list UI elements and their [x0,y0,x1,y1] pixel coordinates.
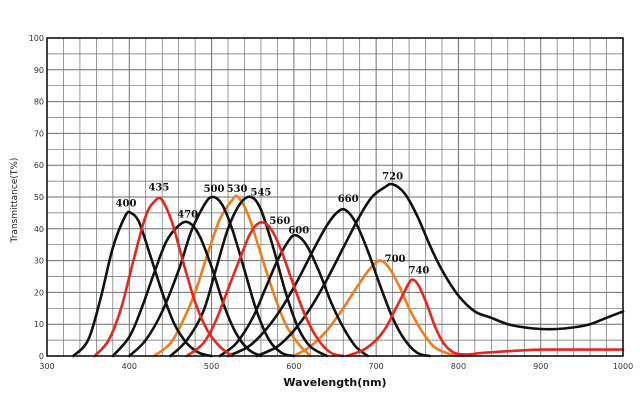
curve-500 [128,195,296,358]
x-tick-label: 600 [286,362,301,371]
y-tick-label: 70 [34,129,44,138]
curve-660 [226,207,431,358]
y-tick-label: 20 [34,288,44,297]
curve-700 [292,259,460,358]
peak-label: 400 [116,199,137,210]
plot-frame [46,37,624,357]
y-tick-label: 80 [34,98,44,107]
x-tick-label: 900 [533,362,548,371]
tick-labels: 300 400 500 600 700 800 900 1000 0 10 20 30 40 50 60 70… [29,34,633,371]
peak-label: 500 [204,184,225,195]
peak-label: 530 [227,184,248,195]
x-tick-label: 1000 [613,362,633,371]
curves [72,182,625,358]
y-tick-label: 90 [34,66,44,75]
curve-530 [152,194,312,358]
plot-border [46,37,624,357]
curve-740 [346,278,625,358]
curve-720 [255,182,625,358]
curve-600 [218,233,370,358]
y-tick-label: 40 [34,225,44,234]
peak-label: 435 [148,183,169,194]
curve-560 [185,221,345,358]
peak-label: 470 [177,210,198,221]
x-tick-label: 400 [122,362,137,371]
y-tick-label: 0 [39,352,44,361]
x-axis-label: Wavelength(nm) [283,376,386,389]
peak-label: 545 [251,187,272,198]
peak-label: 720 [382,172,403,183]
x-tick-label: 500 [204,362,219,371]
y-tick-label: 30 [34,257,44,266]
grid [46,37,624,357]
peak-label: 600 [288,226,309,237]
peak-label: 660 [338,194,359,205]
peak-label: 700 [385,254,406,265]
y-tick-label: 10 [34,320,44,329]
peak-label: 740 [408,265,429,276]
y-tick-label: 100 [29,34,44,43]
y-axis-label: Transmittance(T%) [10,158,20,244]
x-tick-label: 300 [39,362,54,371]
curve-470 [111,220,263,358]
y-tick-label: 50 [34,193,44,202]
x-tick-label: 800 [451,362,466,371]
y-tick-label: 60 [34,161,44,170]
x-tick-label: 700 [369,362,384,371]
curve-400 [72,210,213,358]
peak-label: 560 [269,216,290,227]
curve-435 [93,196,234,358]
